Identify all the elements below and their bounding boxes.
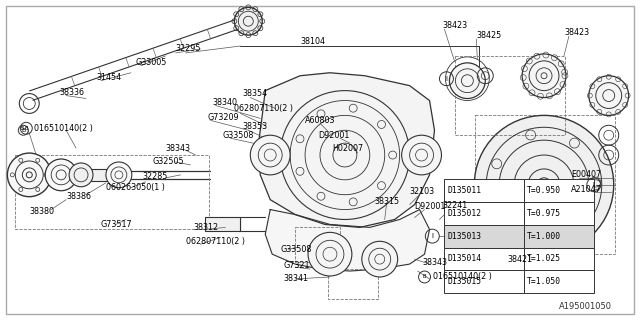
- Text: 38343: 38343: [422, 258, 447, 267]
- Text: A21047: A21047: [571, 185, 602, 194]
- Bar: [524, 179, 594, 202]
- Polygon shape: [265, 210, 429, 271]
- Text: I: I: [593, 182, 595, 188]
- Text: D135011: D135011: [447, 186, 481, 195]
- Circle shape: [45, 159, 77, 191]
- Text: D135014: D135014: [447, 254, 481, 263]
- Text: G33508: G33508: [223, 131, 254, 140]
- Text: 38380: 38380: [29, 207, 54, 216]
- Bar: [476, 116, 614, 254]
- Text: E00407: E00407: [571, 170, 601, 180]
- Text: G7321: G7321: [283, 260, 310, 269]
- Text: 38353: 38353: [243, 122, 268, 131]
- Text: 38354: 38354: [243, 89, 268, 98]
- Text: 062807110(2 ): 062807110(2 ): [234, 104, 293, 113]
- Text: B: B: [24, 126, 28, 131]
- Circle shape: [522, 54, 566, 98]
- Circle shape: [8, 153, 51, 197]
- Text: 32285: 32285: [143, 172, 168, 181]
- Bar: [91, 169, 109, 181]
- Text: 32241: 32241: [442, 201, 468, 210]
- Text: 38386: 38386: [66, 192, 91, 201]
- Bar: [444, 225, 524, 248]
- Text: I: I: [445, 76, 447, 82]
- Text: 38423: 38423: [564, 28, 589, 36]
- Bar: [524, 225, 594, 248]
- Bar: [444, 179, 524, 202]
- Circle shape: [474, 116, 614, 254]
- Text: G33508: G33508: [280, 245, 312, 254]
- Text: G73209: G73209: [207, 113, 239, 122]
- Circle shape: [449, 63, 485, 99]
- Text: B: B: [21, 128, 26, 133]
- Text: 38312: 38312: [193, 223, 219, 232]
- Text: 38343: 38343: [166, 144, 191, 153]
- Polygon shape: [259, 73, 435, 228]
- Text: 016510140(2 ): 016510140(2 ): [433, 272, 492, 282]
- Bar: [524, 202, 594, 225]
- Text: 38315: 38315: [375, 197, 400, 206]
- Text: D135013: D135013: [447, 232, 481, 241]
- Circle shape: [234, 7, 262, 35]
- Text: G32505: G32505: [153, 157, 184, 166]
- Text: 38340: 38340: [212, 98, 237, 107]
- Bar: [524, 248, 594, 270]
- Text: T=1.000: T=1.000: [527, 232, 561, 241]
- Text: T=1.025: T=1.025: [527, 254, 561, 263]
- Text: T=0.975: T=0.975: [527, 209, 561, 218]
- Text: 016510140(2 ): 016510140(2 ): [35, 124, 93, 133]
- Bar: [444, 202, 524, 225]
- Text: H02007: H02007: [332, 144, 363, 153]
- Text: 32295: 32295: [175, 44, 201, 53]
- Circle shape: [402, 135, 442, 175]
- Text: A195001050: A195001050: [559, 302, 612, 311]
- Text: T=0.950: T=0.950: [527, 186, 561, 195]
- Circle shape: [362, 241, 397, 277]
- Text: I: I: [431, 233, 433, 239]
- Text: D92001: D92001: [415, 202, 446, 211]
- Bar: [328, 269, 378, 299]
- Circle shape: [308, 232, 352, 276]
- Text: G33005: G33005: [136, 58, 167, 67]
- Bar: [15, 155, 209, 229]
- Text: 38336: 38336: [59, 88, 84, 97]
- Circle shape: [69, 163, 93, 187]
- Bar: [205, 218, 241, 231]
- Text: 38421: 38421: [507, 255, 532, 264]
- Text: B: B: [423, 275, 426, 279]
- Text: 32103: 32103: [410, 187, 435, 196]
- Circle shape: [106, 162, 132, 188]
- Circle shape: [589, 76, 628, 116]
- Text: T=1.050: T=1.050: [527, 277, 561, 286]
- Text: A60803: A60803: [305, 116, 335, 125]
- Text: 060263050(1 ): 060263050(1 ): [106, 183, 165, 192]
- Text: 38425: 38425: [476, 31, 502, 40]
- Text: 38423: 38423: [442, 21, 468, 30]
- Bar: [524, 270, 594, 293]
- Text: 38104: 38104: [300, 36, 325, 45]
- Bar: [456, 56, 565, 135]
- Text: 31454: 31454: [96, 73, 121, 82]
- Bar: [444, 248, 524, 270]
- Text: D135015: D135015: [447, 277, 481, 286]
- Text: B: B: [19, 126, 24, 131]
- Bar: [295, 228, 340, 262]
- Text: D92001: D92001: [318, 131, 349, 140]
- Text: 062807110(2 ): 062807110(2 ): [186, 237, 244, 246]
- Text: G73517: G73517: [101, 220, 132, 229]
- Bar: [444, 270, 524, 293]
- Circle shape: [250, 135, 290, 175]
- Text: D135012: D135012: [447, 209, 481, 218]
- Text: 38341: 38341: [283, 275, 308, 284]
